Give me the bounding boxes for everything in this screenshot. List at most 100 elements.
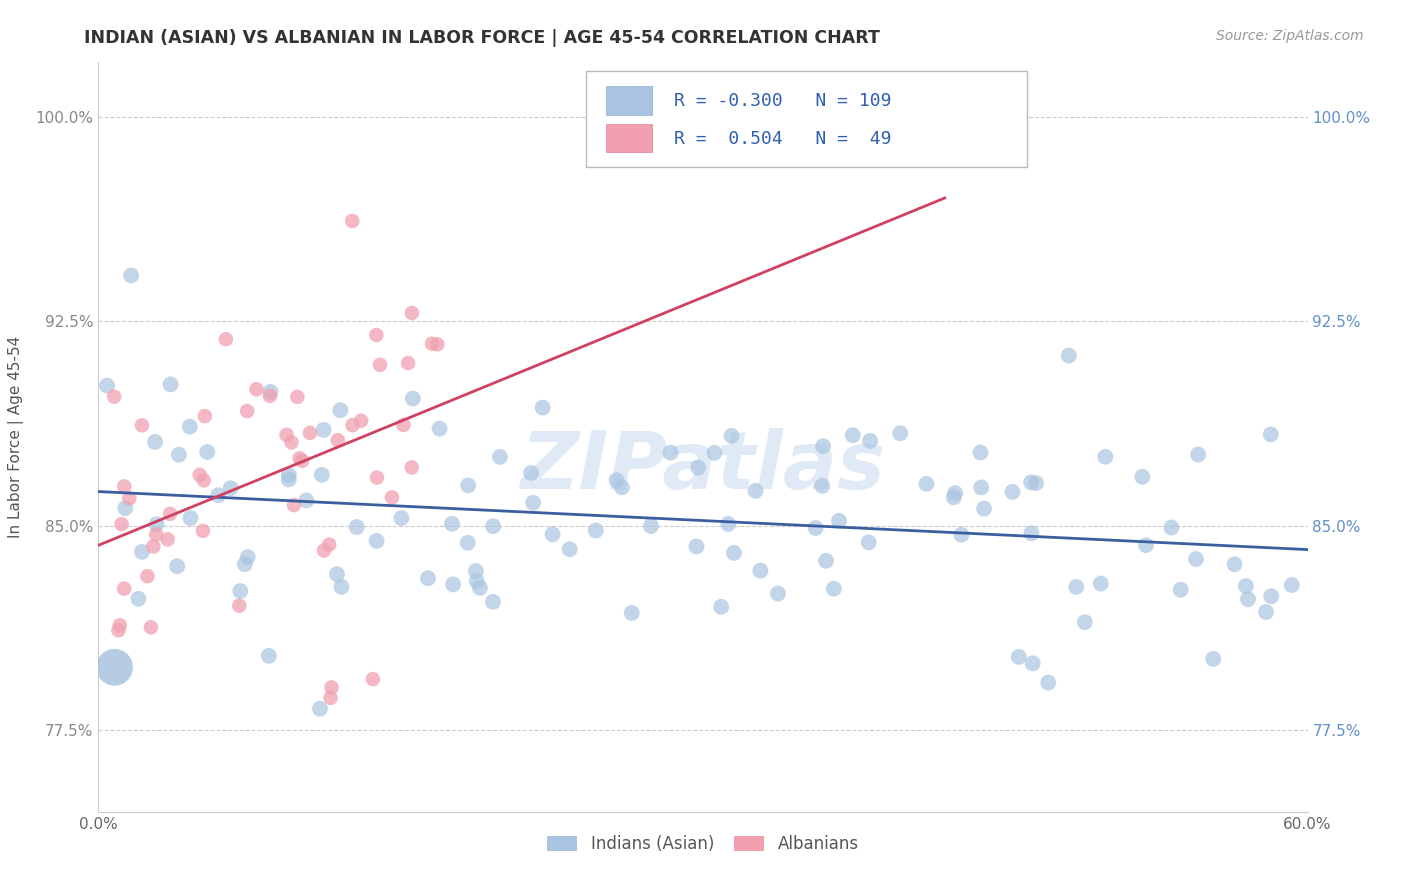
Point <box>191 524 214 538</box>
Point <box>457 535 479 549</box>
Point <box>429 421 451 435</box>
Point <box>236 550 259 565</box>
Point <box>193 474 215 488</box>
Point <box>114 501 136 516</box>
Point <box>541 527 564 541</box>
Point <box>1008 649 1031 664</box>
Point <box>277 473 299 487</box>
Point <box>1234 579 1257 593</box>
Point <box>361 672 384 686</box>
Bar <box>606 87 652 115</box>
Point <box>1187 448 1209 462</box>
Point <box>136 569 159 583</box>
Point <box>915 476 938 491</box>
Point <box>401 460 423 475</box>
Point <box>1130 470 1153 484</box>
Point <box>520 466 543 480</box>
Point <box>179 511 201 525</box>
Point <box>118 491 141 506</box>
Point <box>120 268 142 283</box>
Point <box>402 392 425 406</box>
Point <box>1064 580 1087 594</box>
Point <box>420 336 443 351</box>
Point <box>1057 349 1080 363</box>
Point <box>558 542 581 557</box>
Point <box>228 599 250 613</box>
Point <box>1135 538 1157 552</box>
Point <box>811 439 834 453</box>
Point <box>229 584 252 599</box>
Point <box>366 328 388 343</box>
Point <box>1237 592 1260 607</box>
Point <box>401 306 423 320</box>
Point <box>167 448 190 462</box>
Point <box>1260 589 1282 603</box>
Point <box>139 620 162 634</box>
Point <box>1025 476 1047 491</box>
Point <box>112 582 135 596</box>
Point <box>142 540 165 554</box>
Point <box>858 535 880 549</box>
Point <box>943 486 966 500</box>
Point <box>720 429 742 443</box>
Point <box>1001 484 1024 499</box>
Point <box>312 543 335 558</box>
Point <box>1254 605 1277 619</box>
Point <box>195 445 218 459</box>
Point <box>585 524 607 538</box>
Point <box>396 356 419 370</box>
Point <box>1223 558 1246 572</box>
Point <box>288 451 311 466</box>
Point <box>688 460 710 475</box>
Point <box>522 496 544 510</box>
Point <box>156 533 179 547</box>
Point <box>1038 675 1060 690</box>
Point <box>482 519 505 533</box>
Point <box>166 559 188 574</box>
Point <box>280 435 302 450</box>
Point <box>329 403 352 417</box>
Point <box>744 483 766 498</box>
Point <box>440 516 463 531</box>
Point <box>531 401 554 415</box>
Point <box>291 454 314 468</box>
Point <box>811 479 834 493</box>
Point <box>1021 526 1043 541</box>
Point <box>468 581 491 595</box>
Point <box>606 473 628 487</box>
Point <box>311 467 333 482</box>
Point <box>188 467 211 482</box>
Text: Source: ZipAtlas.com: Source: ZipAtlas.com <box>1216 29 1364 43</box>
Point <box>318 538 340 552</box>
Point <box>368 358 391 372</box>
Point <box>259 384 281 399</box>
Point <box>107 624 129 638</box>
Point <box>110 517 132 532</box>
Point <box>815 554 838 568</box>
Point <box>1260 427 1282 442</box>
Point <box>703 446 725 460</box>
Point <box>298 425 321 440</box>
Point <box>219 481 242 495</box>
Text: R = -0.300   N = 109: R = -0.300 N = 109 <box>673 93 891 111</box>
Point <box>194 409 217 424</box>
Text: ZIPatlas: ZIPatlas <box>520 428 886 506</box>
Bar <box>606 124 652 153</box>
Point <box>346 520 368 534</box>
Point <box>489 450 512 464</box>
Point <box>1094 450 1116 464</box>
Point <box>233 557 256 571</box>
Point <box>145 517 167 532</box>
Point <box>326 434 349 448</box>
Point <box>464 564 486 578</box>
Y-axis label: In Labor Force | Age 45-54: In Labor Force | Age 45-54 <box>8 336 24 538</box>
Point <box>1202 652 1225 666</box>
Point <box>131 545 153 559</box>
Point <box>659 445 682 459</box>
Point <box>823 582 845 596</box>
Point <box>276 427 298 442</box>
Point <box>942 491 965 505</box>
Point <box>283 498 305 512</box>
Point <box>366 533 388 548</box>
Point <box>179 419 201 434</box>
